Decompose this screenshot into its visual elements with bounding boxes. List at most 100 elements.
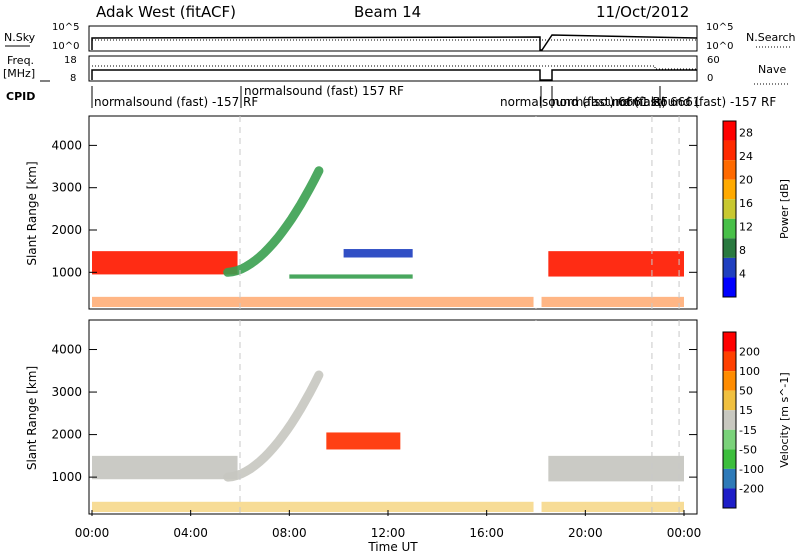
data-feature xyxy=(223,370,324,482)
colorbar-swatch xyxy=(723,449,736,469)
colorbar-swatch xyxy=(723,199,736,219)
nsky-label: N.Sky xyxy=(4,31,36,44)
colorbar-swatch xyxy=(723,429,736,450)
colorbar-tick-label: 28 xyxy=(739,127,753,140)
date-title: 11/Oct/2012 xyxy=(596,3,689,21)
nave-trace xyxy=(92,65,697,70)
nsearch-tick-top: 10^5 xyxy=(706,22,733,33)
colorbar-swatch xyxy=(723,371,736,391)
nsky-tick-bottom: 10^0 xyxy=(52,41,79,52)
y-tick-label: 4000 xyxy=(51,343,82,357)
colorbar-swatch xyxy=(723,238,736,258)
nave-label: Nave xyxy=(758,63,786,76)
cpid-segment: normalsound (fast) 6661 xyxy=(552,95,701,109)
data-feature xyxy=(548,251,684,277)
colorbar-swatch xyxy=(723,179,736,200)
x-tick-label: 00:00 xyxy=(667,526,702,540)
x-tick-label: 20:00 xyxy=(568,526,603,540)
colorbar-swatch xyxy=(723,257,736,278)
power-panel: 1000 2000 3000 4000 Slant Range [km] 4 8 12 16 20… xyxy=(25,115,791,310)
colorbar-swatch xyxy=(723,390,736,411)
colorbar-swatch xyxy=(723,351,736,372)
cpid-segment: normalsound (fast) 6661 RF xyxy=(500,95,668,109)
nave-tick-top: 60 xyxy=(707,55,720,66)
cpid-segment: normalsound (fast) -157 RF xyxy=(612,95,776,109)
colorbar-swatch xyxy=(723,332,736,352)
freq-tick-top: 18 xyxy=(64,55,77,66)
x-tick-label: 04:00 xyxy=(173,526,208,540)
y-tick-label: 1000 xyxy=(51,265,82,279)
freq-label-1: Freq. xyxy=(7,54,34,67)
cpid-segment: normalsound (fast) -157 RF xyxy=(94,95,258,109)
colorbar-swatch xyxy=(723,140,736,161)
data-feature xyxy=(289,274,413,279)
colorbar-swatch xyxy=(723,121,736,141)
colorbar-swatch xyxy=(723,218,736,239)
time-axis: 00:00 04:00 08:00 12:00 16:00 20:00 00:00 xyxy=(75,510,702,540)
data-gap xyxy=(533,321,542,513)
freq-trace xyxy=(91,69,697,81)
colorbar-tick-label: 8 xyxy=(739,244,746,257)
colorbar-tick-label: 4 xyxy=(739,268,746,281)
colorbar-tick-label: -15 xyxy=(739,424,757,437)
colorbar-label: Power [dB] xyxy=(778,179,791,239)
y-tick-label: 1000 xyxy=(51,470,82,484)
data-feature xyxy=(223,166,324,277)
data-feature xyxy=(343,249,413,258)
freq-tick-bottom: 8 xyxy=(70,73,76,84)
colorbar-frame xyxy=(722,120,737,298)
colorbar-tick-label: 50 xyxy=(739,385,753,398)
x-tick-label: 08:00 xyxy=(272,526,307,540)
nsky-tick-top: 10^5 xyxy=(52,22,79,33)
colorbar-swatch xyxy=(723,277,736,297)
cpid-label: CPID xyxy=(6,90,35,103)
colorbar-tick-label: -50 xyxy=(739,443,757,456)
panel-frame xyxy=(88,319,698,515)
beam-title: Beam 14 xyxy=(354,3,421,21)
y-tick-label: 3000 xyxy=(51,181,82,195)
y-tick-label: 2000 xyxy=(51,223,82,237)
panel-frame xyxy=(88,115,698,310)
velocity-panel: 1000 2000 3000 4000 Slant Range [km] 200 100 50… xyxy=(25,319,791,515)
nsearch-tick-bottom: 10^0 xyxy=(706,41,733,52)
colorbar-tick-label: 15 xyxy=(739,404,753,417)
x-axis-label: Time UT xyxy=(367,540,418,554)
colorbar-tick-label: -100 xyxy=(739,463,764,476)
x-tick-label: 16:00 xyxy=(469,526,504,540)
cpid-segment: normalsound (fast) 157 RF xyxy=(244,84,404,98)
nsky-trace xyxy=(91,34,698,51)
y-axis-label: Slant Range [km] xyxy=(25,366,39,470)
freq-strip-frame xyxy=(88,55,698,82)
freq-label-2: [MHz] xyxy=(3,67,35,80)
nave-tick-bottom: 0 xyxy=(707,73,713,84)
y-axis-label: Slant Range [km] xyxy=(25,161,39,265)
near-range-clutter xyxy=(92,296,684,307)
colorbar-swatch xyxy=(723,488,736,508)
colorbar-tick-label: 20 xyxy=(739,174,753,187)
y-tick-label: 3000 xyxy=(51,385,82,399)
colorbar-swatch xyxy=(723,468,736,489)
colorbar-swatch xyxy=(723,160,736,180)
x-tick-label: 12:00 xyxy=(371,526,406,540)
y-tick-label: 2000 xyxy=(51,428,82,442)
data-feature xyxy=(548,455,684,482)
y-tick-label: 4000 xyxy=(51,138,82,152)
x-tick-label: 00:00 xyxy=(75,526,110,540)
colorbar-tick-label: 100 xyxy=(739,365,760,378)
colorbar-tick-label: 12 xyxy=(739,221,753,234)
colorbar-tick-label: -200 xyxy=(739,482,764,495)
colorbar-label: Velocity [m s^-1] xyxy=(778,372,791,467)
data-gap xyxy=(533,117,542,308)
nsearch-label: N.Search xyxy=(746,31,796,44)
near-range-clutter xyxy=(92,501,684,512)
colorbar-frame xyxy=(722,331,737,509)
nsky-strip-frame xyxy=(88,25,698,52)
colorbar-swatch xyxy=(723,410,736,430)
colorbar-tick-label: 16 xyxy=(739,197,753,210)
data-feature xyxy=(92,251,238,275)
station-title: Adak West (fitACF) xyxy=(96,3,236,21)
colorbar-tick-label: 200 xyxy=(739,346,760,359)
colorbar-tick-label: 24 xyxy=(739,150,753,163)
